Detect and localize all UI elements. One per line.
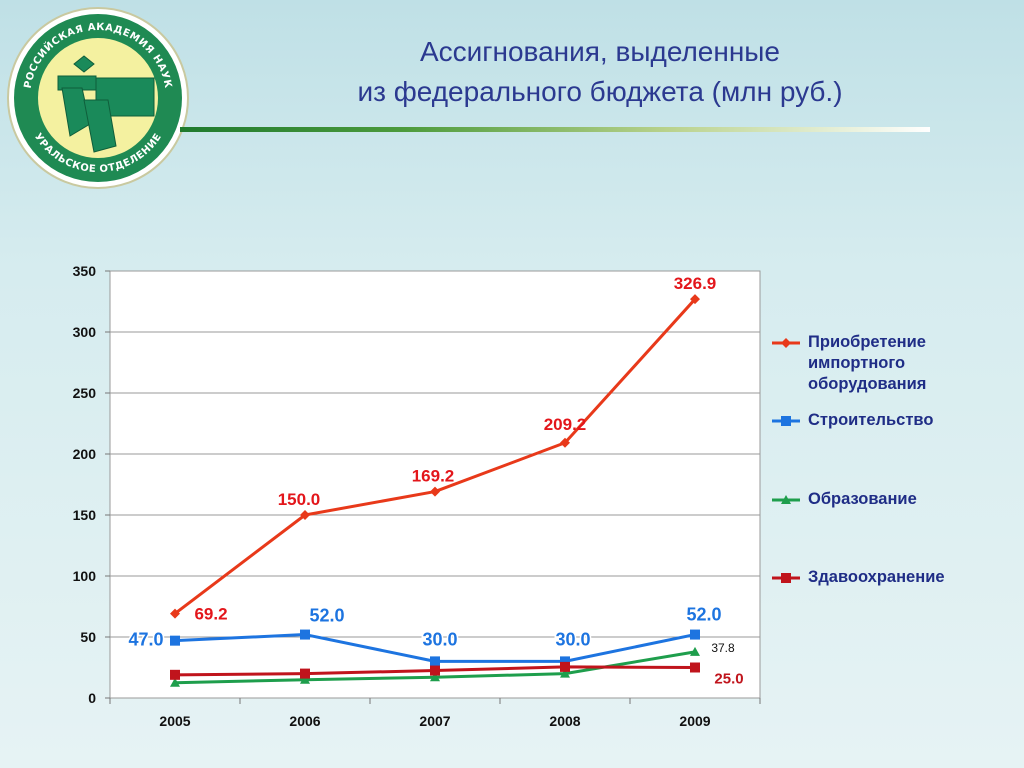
series-2-point (560, 668, 570, 678)
x-tick-label: 2007 (419, 713, 450, 729)
series-3-point (300, 668, 310, 679)
data-label: 209.2 (544, 415, 587, 434)
title-line-1: Ассигнования, выделенные (419, 36, 781, 67)
legend-label: Приобретение импортного оборудования (808, 333, 927, 393)
legend-swatch (772, 573, 800, 583)
y-tick-label: 0 (88, 690, 96, 706)
legend-label: Здавоохранение (808, 568, 945, 586)
series-3-point (690, 662, 700, 673)
series-2-point (170, 677, 180, 687)
title-line-2: из федерального бюджета (млн руб.) (357, 76, 843, 107)
series-0-point (300, 510, 310, 520)
series-3-point (560, 661, 570, 672)
series-0-point (430, 486, 440, 497)
legend-swatch-marker (781, 338, 791, 348)
legend-swatch (772, 495, 800, 504)
y-tick-label: 250 (73, 385, 97, 401)
series-1-point (300, 629, 310, 640)
title-underline (180, 127, 930, 132)
legend-label: Строительство (808, 411, 934, 429)
series-3-point (430, 665, 440, 676)
legend-label: Образование (808, 490, 917, 508)
logo-emblem (57, 55, 155, 153)
x-tick-label: 2005 (159, 713, 190, 729)
series-0-point (690, 294, 700, 305)
legend-swatch (772, 338, 800, 348)
data-label: 169.2 (412, 467, 455, 486)
data-label: 37.8 (711, 641, 735, 655)
series-2-point (690, 646, 700, 656)
legend-swatch-marker (781, 416, 791, 426)
data-label: 52.0 (686, 605, 721, 625)
data-label: 326.9 (674, 274, 717, 293)
page-title: Ассигнования, выделенные из федерального… (210, 32, 990, 112)
x-tick-label: 2006 (289, 713, 320, 729)
x-tick-label: 2008 (549, 713, 580, 729)
y-tick-label: 100 (73, 568, 97, 584)
series-1-point (430, 656, 440, 667)
series-1-point (170, 635, 180, 646)
series-1-point (690, 629, 700, 640)
y-tick-label: 300 (73, 324, 97, 340)
series-2-point (300, 674, 310, 684)
legend-swatch (772, 416, 800, 426)
y-tick-label: 350 (73, 263, 97, 279)
series-0-point (170, 608, 180, 619)
legend-swatch-marker (781, 495, 791, 504)
data-label: 30.0 (422, 629, 457, 649)
data-label: 25.0 (714, 671, 743, 688)
y-tick-label: 50 (80, 629, 96, 645)
legend-swatch-marker (781, 573, 791, 583)
ras-ural-branch-logo: РОССИЙСКАЯ АКАДЕМИЯ НАУК УРАЛЬСКОЕ ОТДЕЛ… (7, 7, 189, 189)
data-label: 69.2 (194, 605, 227, 624)
data-label: 47.0 (128, 630, 163, 650)
x-tick-label: 2009 (679, 713, 710, 729)
y-tick-label: 150 (73, 507, 97, 523)
series-0-point (560, 437, 570, 448)
series-2-point (430, 672, 440, 682)
y-tick-label: 200 (73, 446, 97, 462)
data-label: 52.0 (309, 606, 344, 626)
data-label: 150.0 (278, 490, 321, 509)
series-1-point (560, 656, 570, 667)
data-label: 30.0 (555, 629, 590, 649)
plot-area (109, 270, 761, 699)
series-3-point (170, 669, 180, 680)
